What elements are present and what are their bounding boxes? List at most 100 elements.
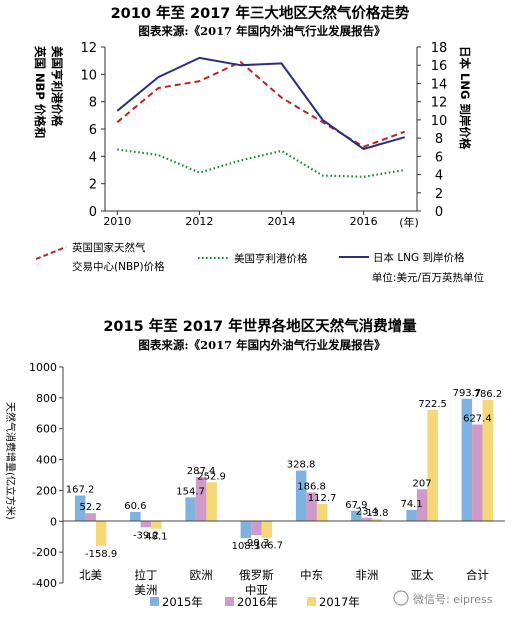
- chart1-right-tick-label: 14: [431, 77, 448, 92]
- chart2-y-tick-label: 200: [36, 484, 57, 497]
- chart2-y-tick-label: -400: [32, 577, 57, 590]
- chart2-value-label: -106.7: [251, 541, 283, 552]
- legend-nbp-label-line2: 交易中心(NBP)价格: [72, 260, 165, 273]
- chart2-y-tick-label: -200: [32, 546, 57, 559]
- chart2-y-tick-label: 0: [50, 515, 57, 528]
- chart1-title: 2010 年至 2017 年三大地区天然气价格走势: [111, 4, 410, 22]
- chart2-bar-2015年: [185, 497, 196, 522]
- chart2-value-label: 167.2: [66, 485, 95, 496]
- chart2-category-label: 亚太: [411, 568, 434, 582]
- chart2-value-label: 793.7: [453, 388, 482, 399]
- chart1-right-tick-label: 6: [435, 150, 443, 165]
- chart2-category-label: 非洲: [355, 568, 378, 582]
- chart2-category-label: 合计: [466, 568, 489, 582]
- legend-2015-label: 2015年: [162, 595, 203, 609]
- legend-2016-label: 2016年: [237, 595, 278, 609]
- chart2-value-labels: 167.2 52.2 -158.9 60.6 -39.248.1 154.7 287.425…: [66, 388, 502, 560]
- chart1-unit-note: 单位:美元/百万英热单位: [372, 271, 485, 284]
- chart2-value-label: 207: [413, 478, 432, 489]
- chart2-y-tick-label: 1000: [29, 361, 57, 374]
- chart2-category-label: 中东: [300, 568, 323, 582]
- chart1-left-ticks: 0 2 4 6 8 10 12: [80, 41, 105, 220]
- chart2-value-label: 23.4: [356, 507, 378, 518]
- chart2-value-label: -39.2: [133, 530, 159, 541]
- chart2-value-label: 48.1: [145, 532, 167, 543]
- chart1-x-ticks: 2010 2012 2014 2016: [103, 211, 378, 228]
- chart2-value-label: 52.2: [79, 502, 101, 513]
- chart1-x-unit: (年): [399, 215, 419, 229]
- chart2-bar-2016年: [140, 521, 152, 528]
- chart2-value-label: -90.3: [243, 538, 269, 549]
- legend-lng-label: 日本 LNG 到岸价格: [373, 251, 465, 264]
- chart1-left-tick-label: 8: [89, 96, 97, 111]
- chart2-bar-2016年: [361, 517, 373, 522]
- chart2-value-label: 722.5: [418, 399, 447, 410]
- chart1-x-tick-label: 2012: [185, 215, 213, 228]
- chart1-left-tick-label: 2: [89, 178, 97, 193]
- price-trend-chart: 2010 年至 2017 年三大地区天然气价格走势 图表来源:《2017 年国内…: [33, 4, 484, 284]
- chart1-right-tick-label: 8: [435, 132, 443, 147]
- chart2-bar-2016年: [195, 476, 207, 522]
- chart2-value-label: 328.8: [287, 460, 316, 471]
- chart2-y-tick-label: 400: [36, 454, 57, 467]
- chart2-bar-2016年: [306, 492, 317, 522]
- chart1-left-tick-label: 6: [89, 123, 97, 138]
- legend-2017-label: 2017年: [319, 595, 360, 609]
- chart2-value-label: 74.1: [400, 499, 422, 510]
- chart2-title: 2015 年至 2017 年世界各地区天然气消费增量: [103, 317, 417, 335]
- chart2-subtitle: 图表来源:《2017 年国内外油气行业发展报告》: [138, 338, 385, 352]
- chart1-right-tick-label: 0: [435, 205, 443, 220]
- chart2-bar-2016年: [472, 424, 483, 522]
- legend-nbp-label-line1: 英国国家天然气: [72, 241, 146, 254]
- chart2-y-tick-label: 800: [36, 392, 57, 405]
- chart1-frame: [104, 47, 418, 212]
- wechat-icon: [393, 590, 409, 606]
- chart2-category-label: 俄罗斯: [239, 568, 274, 582]
- chart1-x-tick-label: 2016: [350, 215, 378, 228]
- chart2-bar-2017年: [95, 521, 107, 546]
- chart2-bar-2017年: [482, 400, 494, 522]
- chart1-left-tick-label: 10: [80, 68, 97, 83]
- chart2-bar-2016年: [85, 513, 96, 522]
- chart2-bar-2017年: [427, 409, 438, 522]
- chart2-bar-2015年: [130, 511, 141, 522]
- chart2-bar-2016年: [416, 489, 428, 522]
- chart1-right-ticks: 0 2 4 6 8 10 12 14 16 18: [417, 41, 447, 220]
- chart2-bar-2015年: [295, 470, 307, 522]
- chart1-x-tick-label: 2014: [268, 215, 296, 228]
- chart1-left-tick-label: 0: [89, 205, 97, 220]
- chart2-y-axis-label: 天然气消费增量(亿立方米): [4, 402, 17, 520]
- chart1-series-lines: [116, 56, 406, 178]
- chart1-legend: 英国国家天然气 交易中心(NBP)价格 美国亨利港价格 日本 LNG 到岸价格 …: [35, 241, 485, 284]
- chart2-bar-2015年: [461, 398, 473, 522]
- chart1-left-tick-label: 12: [80, 41, 97, 56]
- chart2-value-label: 67.9: [345, 500, 367, 511]
- chart2-bar-2016年: [251, 521, 262, 536]
- chart2-bar-2015年: [406, 509, 417, 522]
- chart2-y-ticks: -400 -200 0 200 400 600 800 1000: [29, 361, 63, 590]
- chart2-value-label: 186.8: [297, 482, 326, 493]
- legend-2016-swatch: [225, 597, 234, 606]
- chart2-bar-2015年: [240, 521, 252, 538]
- chart1-series-line-1: [117, 148, 405, 178]
- legend-2017-swatch: [307, 597, 316, 606]
- legend-2015-swatch: [150, 597, 159, 606]
- consumption-increment-chart: 2015 年至 2017 年世界各地区天然气消费增量 图表来源:《2017 年国…: [4, 317, 505, 609]
- legend-henry-label: 美国亨利港价格: [234, 252, 308, 265]
- watermark: 微信号: eipress: [393, 590, 493, 606]
- chart2-value-label: 108.3: [232, 541, 261, 552]
- chart2-category-label-line2: 中亚: [245, 583, 268, 597]
- chart2-bars: [74, 398, 494, 546]
- chart2-value-label: 252.9: [197, 471, 226, 482]
- chart2-bar-2017年: [206, 482, 217, 522]
- chart1-subtitle: 图表来源:《2017 年国内外油气行业发展报告》: [138, 24, 385, 38]
- chart2-value-label: 786.2: [474, 389, 503, 400]
- chart1-right-tick-label: 16: [431, 59, 448, 74]
- chart1-right-tick-label: 12: [431, 96, 448, 111]
- chart2-value-label: 627.4: [463, 414, 492, 425]
- chart2-legend: 2015年 2016年 2017年: [150, 595, 360, 609]
- chart2-bar-2017年: [316, 503, 328, 522]
- chart2-bar-2015年: [351, 510, 362, 522]
